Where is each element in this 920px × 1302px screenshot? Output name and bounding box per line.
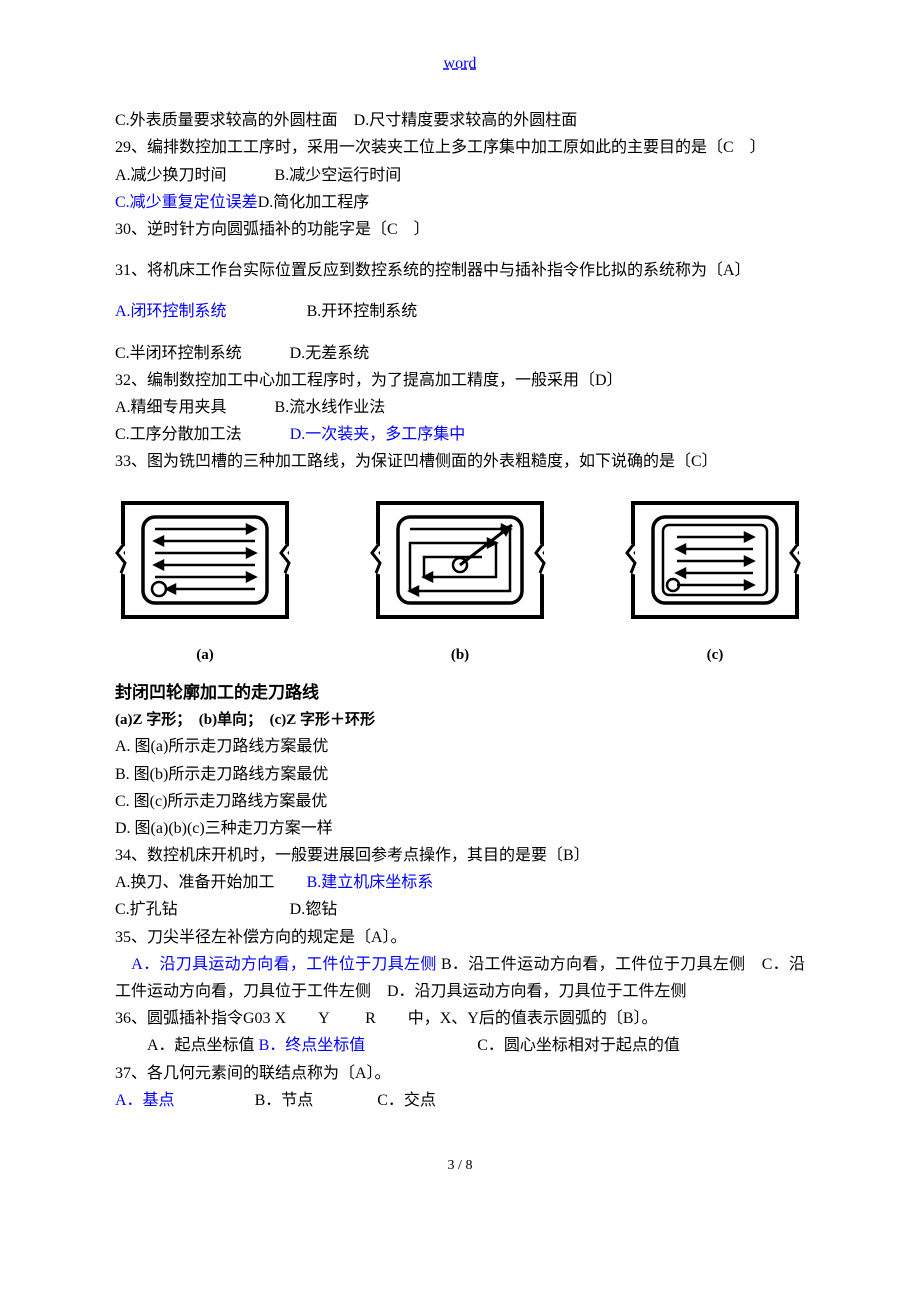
toolpath-zigzag-ring-icon xyxy=(625,495,805,625)
text-span: D.简化加工程序 xyxy=(258,194,370,211)
diagram-a: (a) xyxy=(115,495,295,669)
diagram-row: (a) xyxy=(115,495,805,669)
text-line: A. 图(a)所示走刀路线方案最优 xyxy=(115,733,805,760)
page-current: 3 xyxy=(448,1158,455,1173)
text-span: B.开环控制系统 xyxy=(227,303,418,320)
text-span: A．起点坐标值 xyxy=(115,1037,259,1054)
text-line: 29、编排数控加工工序时，采用一次装夹工位上多工序集中加工原如此的主要目的是〔C… xyxy=(115,134,805,161)
answer-highlight: B.建立机床坐标系 xyxy=(307,874,434,891)
text-line: A．基点 B．节点 C．交点 xyxy=(115,1087,805,1114)
text-line: A.精细专用夹具 B.流水线作业法 xyxy=(115,394,805,421)
figure-subcaption: (a)Z 字形； (b)单向； (c)Z 字形＋环形 xyxy=(115,708,805,734)
figure-caption: 封闭凹轮廓加工的走刀路线 xyxy=(115,679,805,708)
text-line: A.换刀、准备开始加工 B.建立机床坐标系 xyxy=(115,869,805,896)
document-body: C.外表质量要求较高的外圆柱面 D.尺寸精度要求较高的外圆柱面 29、编排数控加… xyxy=(115,107,805,1178)
page-number: 3 / 8 xyxy=(115,1154,805,1178)
page-total: 8 xyxy=(465,1158,472,1173)
text-line: 36、圆弧插补指令G03 X Y R 中，X、Y后的值表示圆弧的〔B〕。 xyxy=(115,1005,805,1032)
text-line: D. 图(a)(b)(c)三种走刀方案一样 xyxy=(115,815,805,842)
diagram-label-c: (c) xyxy=(707,643,724,669)
answer-highlight: A．基点 xyxy=(115,1092,175,1109)
text-span: C．圆心坐标相对于起点的值 xyxy=(365,1037,680,1054)
answer-highlight: D.一次装夹，多工序集中 xyxy=(290,426,466,443)
header-link-text: word xyxy=(444,55,477,72)
text-line: A.闭环控制系统 B.开环控制系统 xyxy=(115,298,805,325)
diagram-b: (b) xyxy=(370,495,550,669)
text-line: C.减少重复定位误差D.简化加工程序 xyxy=(115,189,805,216)
answer-highlight: B．终点坐标值 xyxy=(259,1037,366,1054)
text-line: 32、编制数控加工中心加工程序时，为了提高加工精度，一般采用〔D〕 xyxy=(115,367,805,394)
text-span: A.换刀、准备开始加工 xyxy=(115,874,307,891)
text-line: 34、数控机床开机时，一般要进展回参考点操作，其目的是要〔B〕 xyxy=(115,842,805,869)
diagram-label-a: (a) xyxy=(196,643,214,669)
text-line: C.半闭环控制系统 D.无差系统 xyxy=(115,340,805,367)
toolpath-unidirectional-icon xyxy=(370,495,550,625)
text-line: C. 图(c)所示走刀路线方案最优 xyxy=(115,788,805,815)
header-word-link[interactable]: word xyxy=(115,50,805,77)
text-line: C.外表质量要求较高的外圆柱面 D.尺寸精度要求较高的外圆柱面 xyxy=(115,107,805,134)
answer-highlight: C.减少重复定位误差 xyxy=(115,194,258,211)
text-line: C.工序分散加工法 D.一次装夹，多工序集中 xyxy=(115,421,805,448)
text-line: A．沿刀具运动方向看，工件位于刀具左侧 B．沿工件运动方向看，工件位于刀具左侧 … xyxy=(115,951,805,1005)
toolpath-zigzag-icon xyxy=(115,495,295,625)
answer-highlight: A.闭环控制系统 xyxy=(115,303,227,320)
text-line: A.减少换刀时间 B.减少空运行时间 xyxy=(115,162,805,189)
text-line: 31、将机床工作台实际位置反应到数控系统的控制器中与插补指令作比拟的系统称为〔A… xyxy=(115,257,805,284)
text-line: 37、各几何元素间的联结点称为〔A〕。 xyxy=(115,1060,805,1087)
text-span: C.工序分散加工法 xyxy=(115,426,290,443)
text-line: B. 图(b)所示走刀路线方案最优 xyxy=(115,761,805,788)
text-span: B．节点 C．交点 xyxy=(175,1092,436,1109)
diagram-c: (c) xyxy=(625,495,805,669)
text-line: 30、逆时针方向圆弧插补的功能字是〔C 〕 xyxy=(115,216,805,243)
answer-highlight: A．沿刀具运动方向看，工件位于刀具左侧 xyxy=(115,956,437,973)
text-line: 33、图为铣凹槽的三种加工路线，为保证凹槽侧面的外表粗糙度，如下说确的是〔C〕 xyxy=(115,448,805,475)
diagram-label-b: (b) xyxy=(451,643,469,669)
text-line: A．起点坐标值 B．终点坐标值 C．圆心坐标相对于起点的值 xyxy=(115,1032,805,1059)
page-sep: / xyxy=(455,1158,466,1173)
text-line: 35、刀尖半径左补偿方向的规定是〔A〕。 xyxy=(115,924,805,951)
text-line: C.扩孔钻 D.锪钻 xyxy=(115,896,805,923)
